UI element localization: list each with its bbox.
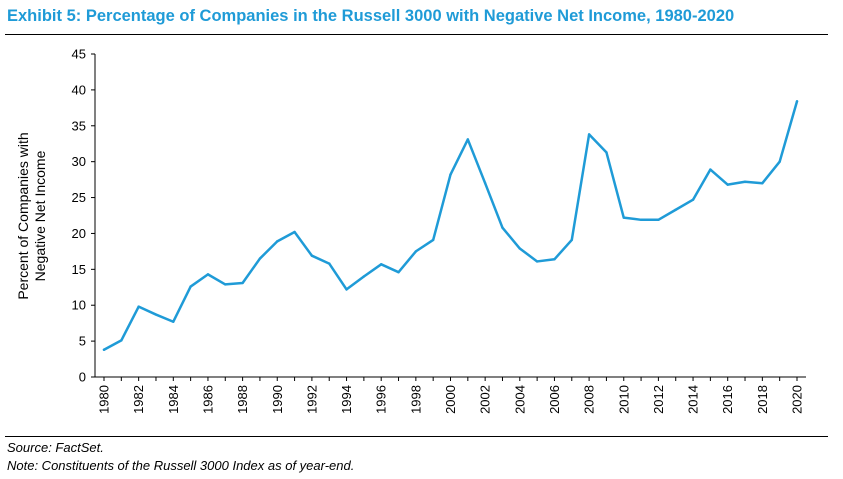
data-point [293, 230, 296, 234]
data-point [587, 133, 591, 136]
data-point [466, 138, 470, 141]
data-point [553, 258, 556, 261]
x-tick-label: 1986 [200, 385, 215, 414]
data-point [622, 216, 625, 219]
data-point [778, 160, 781, 163]
data-point [258, 257, 262, 260]
bottom-rule [5, 436, 828, 437]
data-point [743, 180, 747, 183]
source-note: Source: FactSet. [7, 440, 104, 455]
data-point [570, 238, 573, 242]
x-tick-label: 2012 [651, 385, 666, 414]
y-tick-label: 10 [72, 298, 86, 313]
data-point [102, 348, 106, 351]
data-point [483, 182, 487, 185]
y-tick-label: 45 [72, 47, 86, 62]
data-point [535, 260, 539, 263]
y-tick-label: 30 [72, 154, 86, 169]
x-tick-label: 1990 [270, 385, 285, 414]
data-point [172, 320, 175, 323]
y-tick-label: 25 [72, 190, 86, 205]
x-tick-label: 2016 [720, 385, 735, 414]
y-tick-label: 5 [79, 334, 86, 349]
line-chart: 0 5 10 15 20 25 30 35 40 45 1980 1982 1984 1986 1988 19… [15, 47, 806, 414]
data-point [189, 285, 192, 288]
data-point [397, 271, 400, 274]
y-axis-label: Negative Net Income [32, 150, 48, 281]
data-point [605, 151, 608, 154]
data-point [431, 238, 435, 242]
data-point [449, 173, 452, 176]
data-point [674, 208, 677, 211]
y-tick-label: 0 [79, 370, 86, 385]
x-tick-label: 2004 [512, 385, 527, 414]
x-tick-label: 2000 [443, 385, 458, 414]
data-point [657, 218, 660, 222]
y-tick-label: 40 [72, 82, 86, 97]
y-tick-label: 35 [72, 118, 86, 133]
data-point [639, 218, 643, 222]
x-tick-label: 1988 [235, 385, 250, 414]
x-tick-label: 1982 [131, 385, 146, 414]
exhibit-title: Exhibit 5: Percentage of Companies in th… [7, 7, 735, 25]
data-point [345, 288, 348, 291]
data-point [241, 281, 244, 285]
x-tick-label: 2002 [478, 385, 493, 414]
x-tick-label: 1980 [97, 385, 112, 414]
x-tick-label: 2008 [582, 385, 597, 414]
data-point [414, 250, 418, 253]
x-tick-label: 2018 [755, 385, 770, 414]
x-tick-label: 2010 [616, 385, 631, 414]
data-point [709, 168, 712, 171]
data-point [310, 254, 314, 257]
x-tick-label: 2006 [547, 385, 562, 414]
constituents-note: Note: Constituents of the Russell 3000 I… [7, 458, 355, 473]
data-point [761, 182, 764, 185]
data-point [154, 313, 158, 316]
x-tick-label: 2014 [686, 385, 701, 414]
top-rule [5, 34, 828, 35]
data-point [518, 247, 521, 250]
data-point [224, 283, 227, 286]
data-point [206, 273, 210, 276]
data-point [276, 240, 279, 243]
data-point [362, 275, 366, 278]
data-point [137, 305, 140, 308]
x-tick-label: 2020 [790, 385, 805, 414]
data-point [795, 100, 799, 103]
data-point [328, 262, 331, 265]
x-tick-label: 1992 [304, 385, 319, 414]
data-point [120, 339, 123, 342]
data-point [380, 263, 383, 266]
data-point [501, 226, 504, 229]
x-tick-label: 1994 [339, 385, 354, 414]
data-point [691, 198, 695, 201]
y-tick-label: 20 [72, 226, 86, 241]
series-line [102, 100, 799, 351]
data-point [726, 183, 729, 186]
y-tick-label: 15 [72, 262, 86, 277]
x-tick-label: 1998 [408, 385, 423, 414]
y-axis-label: Percent of Companies with [15, 132, 31, 299]
x-tick-label: 1984 [166, 385, 181, 414]
x-tick-label: 1996 [374, 385, 389, 414]
